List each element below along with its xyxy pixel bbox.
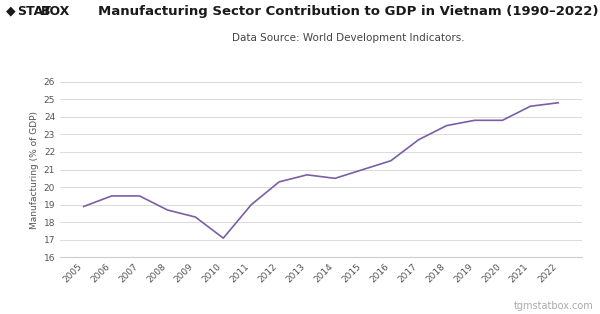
Text: BOX: BOX	[41, 5, 70, 18]
Text: tgmstatbox.com: tgmstatbox.com	[514, 301, 594, 311]
Text: Data Source: World Development Indicators.: Data Source: World Development Indicator…	[232, 33, 464, 43]
Text: STAT: STAT	[17, 5, 50, 18]
Text: ◆: ◆	[6, 5, 16, 18]
Text: Manufacturing Sector Contribution to GDP in Vietnam (1990–2022): Manufacturing Sector Contribution to GDP…	[98, 5, 598, 18]
Y-axis label: Manufacturing (% of GDP): Manufacturing (% of GDP)	[31, 111, 40, 229]
